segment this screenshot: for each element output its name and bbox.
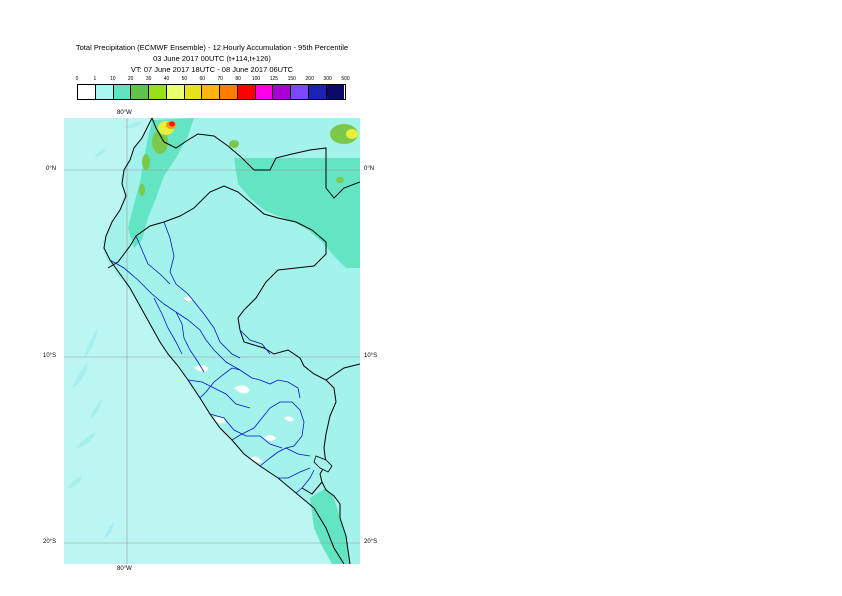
legend-swatch [273, 85, 292, 99]
precip-red-core [169, 121, 175, 127]
legend-swatch [113, 85, 132, 99]
legend-tick-label: 40 [163, 76, 170, 82]
legend-swatch [149, 85, 167, 99]
legend-swatches [77, 84, 346, 100]
legend-tick-label: 70 [217, 76, 223, 82]
dry-patches [184, 296, 294, 463]
legend-swatch [255, 85, 274, 99]
legend-swatch [78, 85, 96, 99]
legend-tick-label: 150 [287, 76, 296, 82]
lat-label-right-20: 20°S [364, 539, 378, 545]
legend-swatch [131, 85, 150, 99]
valid-time: VT: 07 June 2017 18UTC - 08 June 2017 06… [130, 65, 294, 74]
legend-tick-label: 300 [323, 76, 332, 82]
legend-tick-label: 500 [341, 76, 350, 82]
legend-swatch [291, 85, 309, 99]
lat-label-right-0: 0°N [364, 166, 375, 172]
lat-label-right-10: 10°S [364, 353, 378, 359]
legend-swatch [237, 85, 256, 99]
precip-green-cores [139, 124, 358, 196]
country-borders [103, 118, 360, 564]
ocean-streaks [68, 122, 142, 538]
graticule [64, 118, 360, 564]
legend-tick-label: 0 [75, 76, 79, 82]
legend-tick-label: 50 [181, 76, 188, 82]
legend-tick-label: 80 [235, 76, 241, 82]
legend-tick-label: 10 [110, 76, 116, 82]
legend-tick-label: 1 [93, 76, 97, 82]
legend-swatch [220, 85, 238, 99]
precip-band-north [234, 158, 360, 268]
legend-tick-label: 60 [199, 76, 206, 82]
map-title: Total Precipitation (ECMWF Ensemble) - 1… [75, 43, 349, 52]
legend-tick-label: 100 [251, 76, 261, 82]
lon-label-top: 80°W [117, 110, 132, 116]
legend-tick-label: 200 [305, 76, 314, 82]
legend-tick-label: 125 [269, 76, 279, 82]
precipitation-map [64, 118, 360, 564]
legend-swatch [308, 85, 327, 99]
precip-band-northwest [128, 118, 194, 248]
legend-swatch [184, 85, 203, 99]
precip-band-south [310, 488, 350, 564]
legend-swatch [166, 85, 185, 99]
legend-swatch [202, 85, 221, 99]
base-time: 03 June 2017 00UTC (t+114,t+126) [153, 54, 271, 63]
lake-titicaca [313, 455, 333, 473]
lat-label-left-20: 20°S [43, 539, 57, 545]
lat-label-left-0: 0°N [46, 166, 57, 172]
legend-swatch [326, 85, 345, 99]
legend-swatch [95, 85, 114, 99]
legend-tick-label: 20 [127, 76, 134, 82]
lon-label-bottom: 80°W [117, 566, 132, 572]
legend-tick-label: 30 [145, 76, 152, 82]
lat-label-left-10: 10°S [43, 353, 57, 359]
admin-boundaries [109, 221, 315, 494]
